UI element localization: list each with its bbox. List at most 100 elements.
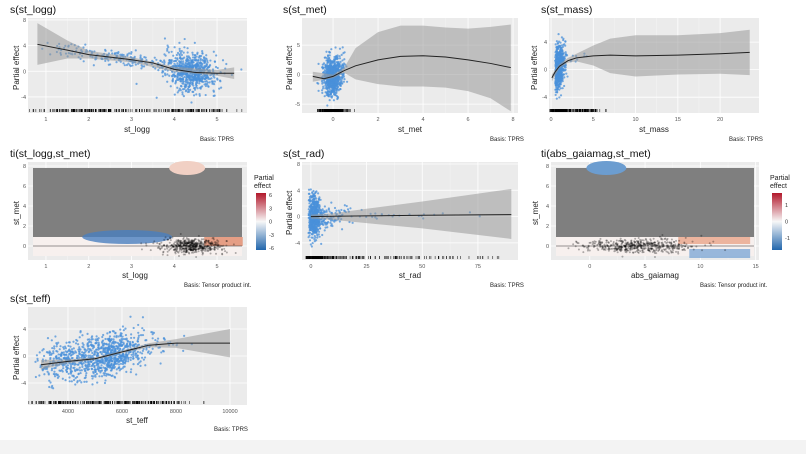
scatter-point <box>327 65 330 68</box>
data-point <box>582 245 585 248</box>
scatter-point <box>556 56 559 59</box>
scatter-point <box>316 208 319 212</box>
scatter-point <box>558 56 561 59</box>
data-point <box>175 246 178 249</box>
data-point <box>677 247 680 250</box>
scatter-point <box>193 73 197 76</box>
scatter-point <box>327 208 330 211</box>
scatter-point <box>170 59 173 63</box>
scatter-point <box>203 59 206 62</box>
scatter-point <box>326 62 329 65</box>
colorbar-tick-label: 1 <box>785 203 788 209</box>
scatter-point <box>308 197 312 201</box>
x-tick-label: 5 <box>216 264 219 270</box>
y-tick-label: 8 <box>23 164 26 170</box>
data-point <box>643 247 646 250</box>
scatter-point <box>195 84 198 87</box>
data-point <box>655 247 658 250</box>
scatter-point <box>328 210 331 213</box>
data-point <box>156 246 159 249</box>
scatter-point <box>185 59 188 62</box>
data-point <box>614 249 617 252</box>
scatter-point <box>225 62 228 66</box>
scatter-point <box>209 59 212 62</box>
data-point <box>587 246 590 249</box>
panel-4: 1 2 3 4 5 0 2 4 6 8 6 3 0 -3 -6 <box>23 161 274 270</box>
y-tick-label: -4 <box>21 95 26 101</box>
scatter-point <box>200 54 203 58</box>
scatter-point <box>325 71 328 74</box>
data-point <box>180 251 183 254</box>
scatter-point <box>181 93 184 96</box>
colorbar-tick-label: 0 <box>269 220 272 226</box>
scatter-point <box>321 233 324 237</box>
scatter-point <box>174 74 177 77</box>
scatter-point <box>176 76 179 80</box>
scatter-point <box>562 43 565 47</box>
scatter-point <box>164 74 167 77</box>
data-point <box>682 244 685 247</box>
scatter-point <box>201 66 205 69</box>
data-point <box>684 245 687 248</box>
scatter-point <box>176 91 179 94</box>
data-point <box>642 251 645 254</box>
data-point <box>677 251 680 254</box>
scatter-point <box>343 204 346 207</box>
scatter-point <box>186 79 189 82</box>
scatter-point <box>339 60 342 63</box>
data-point <box>615 239 618 242</box>
x-tick-label: 0 <box>549 117 552 123</box>
scatter-point <box>191 75 194 78</box>
scatter-point <box>198 79 201 82</box>
y-tick-label: 4 <box>297 188 300 194</box>
scatter-point <box>208 81 211 84</box>
scatter-point <box>192 86 196 90</box>
data-point <box>621 255 624 258</box>
scatter-point <box>197 56 201 59</box>
scatter-point <box>561 87 564 90</box>
scatter-point <box>330 96 333 99</box>
scatter-point <box>178 41 181 44</box>
scatter-point <box>312 211 315 214</box>
panel-1: 1 2 3 4 5 -4 0 4 8 <box>21 18 247 123</box>
scatter-point <box>159 59 162 62</box>
data-point <box>187 251 190 254</box>
data-point <box>631 244 634 247</box>
x-tick-label: 8 <box>512 117 515 123</box>
data-point <box>188 239 191 242</box>
scatter-point <box>193 75 196 78</box>
scatter-point <box>193 88 197 91</box>
data-point <box>620 239 623 242</box>
scatter-point <box>330 201 333 204</box>
scatter-point <box>180 65 183 68</box>
scatter-point <box>199 75 202 78</box>
scatter-point <box>190 101 193 104</box>
scatter-point <box>212 89 215 92</box>
data-point <box>695 245 698 248</box>
data-point <box>206 246 209 249</box>
data-point <box>222 244 225 247</box>
x-tick-label: 3 <box>130 264 133 270</box>
data-point <box>215 252 218 255</box>
data-point <box>184 242 187 245</box>
data-point <box>637 249 640 252</box>
data-point <box>624 239 627 242</box>
data-point <box>629 249 632 252</box>
data-point <box>616 251 619 254</box>
scatter-point <box>183 63 186 66</box>
data-point <box>567 247 570 250</box>
colorbar-tick-label: -3 <box>269 233 274 239</box>
scatter-point <box>324 221 327 224</box>
scatter-point <box>122 62 125 65</box>
scatter-point <box>213 94 216 97</box>
data-point <box>639 243 642 246</box>
scatter-point <box>113 52 116 56</box>
scatter-point <box>322 209 326 213</box>
data-point <box>225 251 228 254</box>
data-point <box>619 245 622 248</box>
y-tick-label: 0 <box>23 244 26 250</box>
scatter-point <box>194 77 198 80</box>
scatter-point <box>154 67 157 70</box>
scatter-point <box>207 77 210 81</box>
data-point <box>637 240 640 243</box>
